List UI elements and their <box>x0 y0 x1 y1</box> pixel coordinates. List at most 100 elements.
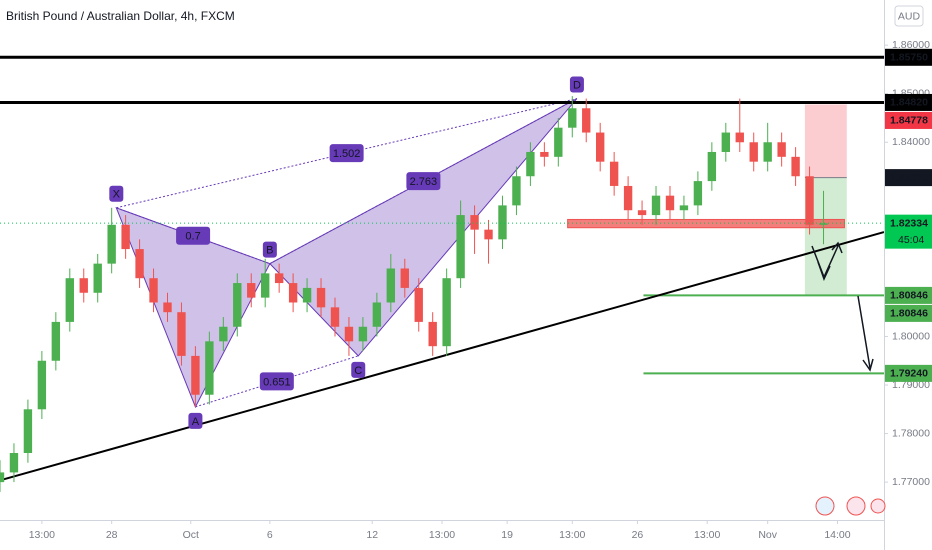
arrow-head <box>862 358 874 372</box>
price-tag <box>885 364 932 382</box>
candle-body <box>665 195 675 211</box>
candle-body <box>9 452 19 473</box>
candle-body <box>679 205 689 211</box>
candle-body <box>568 108 577 128</box>
candle-body <box>512 176 521 206</box>
candle-body <box>526 151 535 177</box>
price-tag <box>885 304 932 322</box>
candle-body <box>93 263 102 293</box>
ratio-label: 0.651 <box>263 376 291 388</box>
candle-body <box>819 223 828 225</box>
candle-body <box>261 273 270 298</box>
candle-body <box>554 127 563 157</box>
arrow-head <box>831 241 843 254</box>
x-tick-label: 13:00 <box>429 529 455 541</box>
pattern-point-label: A <box>192 416 200 428</box>
candle-body <box>65 278 74 322</box>
ratio-box <box>176 226 211 245</box>
candle-body <box>37 360 47 410</box>
candle-body <box>721 132 730 152</box>
currency-button[interactable] <box>894 5 924 27</box>
pattern-point-box <box>262 241 277 258</box>
price-tag-label: 1.79240 <box>890 368 928 380</box>
ratio-label: 2.763 <box>410 176 438 188</box>
x-tick-label: Oct <box>183 529 199 541</box>
pattern-point-label: B <box>266 245 273 257</box>
price-tag-label: 1.85750 <box>890 52 928 64</box>
candle-body <box>51 321 61 361</box>
event-icon[interactable] <box>846 496 866 516</box>
pattern-point-box <box>351 361 366 378</box>
candle-body <box>582 108 591 133</box>
candle-body <box>693 181 703 206</box>
candle-body <box>344 326 354 342</box>
pattern-point-label: D <box>573 79 581 91</box>
event-icon[interactable] <box>815 496 835 516</box>
arrow-head <box>817 261 831 281</box>
candle-body <box>274 273 284 284</box>
candle-body <box>0 472 5 483</box>
currency-label[interactable]: AUD <box>898 10 921 22</box>
candle-body <box>596 132 605 162</box>
x-tick-label: 26 <box>632 529 644 541</box>
y-tick-label: 1.84000 <box>892 136 930 148</box>
pattern-point-box <box>109 185 124 202</box>
price-tag <box>885 214 932 249</box>
candle-body <box>233 283 242 327</box>
candle-body <box>484 229 493 240</box>
candle-body <box>540 151 549 157</box>
event-icons <box>815 496 886 516</box>
trendline <box>2 231 885 481</box>
candle-body <box>749 142 758 162</box>
y-tick-label: 1.86000 <box>892 39 930 51</box>
x-tick-label: Nov <box>758 529 777 541</box>
price-tag-label: 1.84778 <box>890 115 928 127</box>
y-tick-label: 1.77000 <box>892 476 930 488</box>
candle-body <box>637 210 647 216</box>
candle-body <box>247 283 256 298</box>
support-zone <box>567 218 845 229</box>
candle-body <box>777 142 786 157</box>
candle-body <box>135 249 144 279</box>
hand-drawn-arrows <box>811 241 874 372</box>
x-tick-label: 14:00 <box>824 529 850 541</box>
x-tick-label: 19 <box>501 529 513 541</box>
candle-body <box>735 132 744 143</box>
candle-body <box>414 287 423 322</box>
candle-body <box>609 161 619 186</box>
x-tick-label: 28 <box>106 529 118 541</box>
x-tick-label: 13:00 <box>694 529 720 541</box>
candle-body <box>400 268 409 288</box>
y-tick-label: 1.78000 <box>892 427 930 439</box>
candle-body <box>302 287 312 303</box>
axes: 1.770001.780001.790001.800001.840001.850… <box>29 39 932 541</box>
candle-body <box>149 278 158 303</box>
price-tag-label: 1.82334 <box>890 217 928 229</box>
candle-body <box>442 278 451 347</box>
pattern-point-label: X <box>113 189 121 201</box>
candle-body <box>358 326 368 342</box>
candle-body <box>386 268 396 303</box>
stop-zone <box>804 104 847 178</box>
price-tag <box>885 169 932 187</box>
candle-body <box>498 205 507 240</box>
x-tick-label: 13:00 <box>559 529 585 541</box>
price-tag <box>885 93 932 111</box>
ratio-label: 0.7 <box>185 231 200 243</box>
ratio-box <box>259 372 294 391</box>
candle-body <box>177 312 186 356</box>
candle-body <box>219 326 228 342</box>
pattern-point-label: C <box>354 365 362 377</box>
event-icon[interactable] <box>870 498 886 514</box>
candle-body <box>470 215 479 230</box>
x-tick-label: 6 <box>267 529 273 541</box>
candle-body <box>707 151 717 182</box>
chart-title: British Pound / Australian Dollar, 4h, F… <box>6 9 235 23</box>
price-tag-label: 1.80846 <box>890 290 928 302</box>
price-tag <box>885 111 932 129</box>
candle-body <box>163 302 172 313</box>
price-tag-label: 1.84820 <box>890 97 928 109</box>
